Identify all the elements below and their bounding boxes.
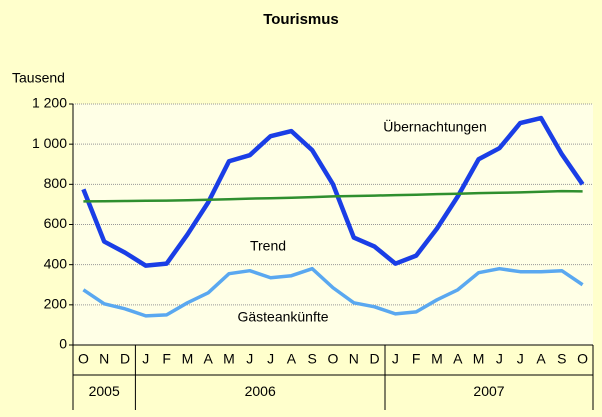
y-tick-label: 200 <box>44 296 68 312</box>
series-label: Gästeankünfte <box>237 309 328 325</box>
x-tick-label: J <box>267 351 274 367</box>
series-line <box>83 189 583 203</box>
year-label: 2006 <box>245 383 276 399</box>
x-tick-label: M <box>431 351 443 367</box>
series-label: Übernachtungen <box>383 118 487 135</box>
y-tick-label: 0 <box>59 336 67 352</box>
x-tick-label: J <box>392 351 399 367</box>
series-line <box>82 266 584 318</box>
x-tick-label: F <box>162 351 171 367</box>
x-tick-label: J <box>517 351 524 367</box>
x-tick-label: A <box>536 351 546 367</box>
x-tick-label: M <box>182 351 194 367</box>
x-tick-label: O <box>328 351 339 367</box>
x-tick-label: A <box>287 351 297 367</box>
x-tick-label: A <box>453 351 463 367</box>
x-tick-label: M <box>223 351 235 367</box>
x-tick-label: S <box>557 351 566 367</box>
y-tick-label: 1 200 <box>32 95 67 111</box>
y-tick-label: 600 <box>44 215 68 231</box>
x-tick-label: O <box>577 351 588 367</box>
y-tick-label: 400 <box>44 255 68 271</box>
year-label: 2007 <box>473 383 504 399</box>
y-axis-label: Tausend <box>12 70 65 86</box>
y-tick-label: 800 <box>44 175 68 191</box>
series-line <box>81 115 585 268</box>
x-tick-label: D <box>370 351 380 367</box>
year-label: 2005 <box>89 383 120 399</box>
x-tick-label: N <box>349 351 359 367</box>
x-tick-label: M <box>473 351 485 367</box>
x-tick-label: J <box>142 351 149 367</box>
y-tick-label: 1 000 <box>32 135 67 151</box>
x-tick-label: N <box>99 351 109 367</box>
x-tick-label: O <box>78 351 89 367</box>
x-tick-label: J <box>496 351 503 367</box>
x-tick-label: A <box>204 351 214 367</box>
x-tick-label: S <box>308 351 317 367</box>
chart-title: Tourismus <box>263 11 339 28</box>
series-label: Trend <box>250 238 286 254</box>
x-tick-label: J <box>246 351 253 367</box>
x-tick-label: F <box>412 351 421 367</box>
x-tick-label: D <box>120 351 130 367</box>
